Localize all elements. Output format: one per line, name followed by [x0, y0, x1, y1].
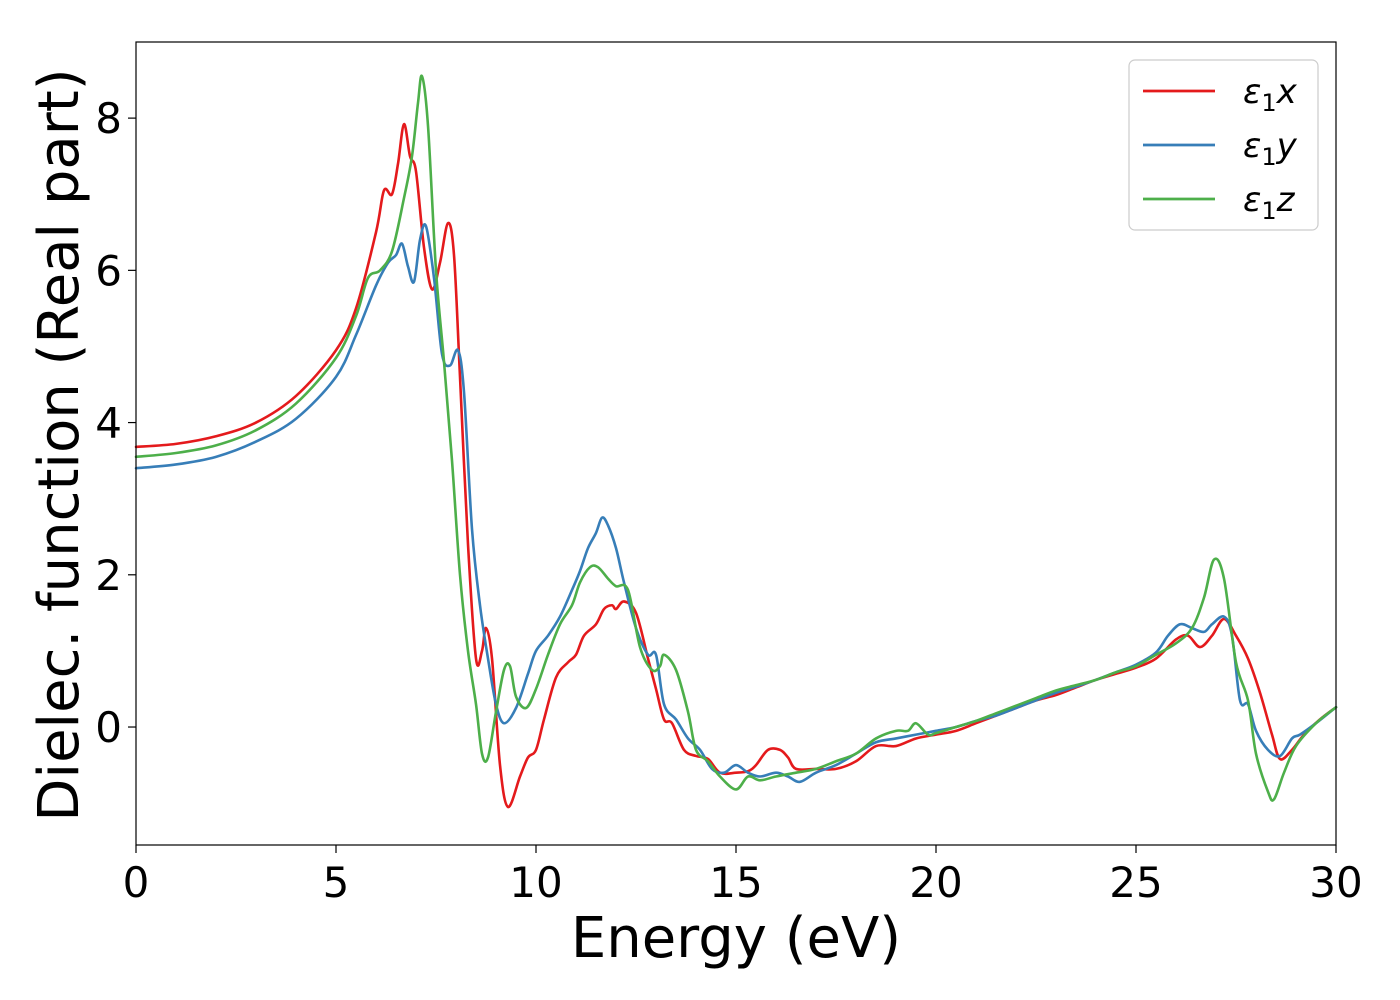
legend-label-x: ε1x [1243, 72, 1298, 117]
x-tick-label: 20 [909, 858, 962, 907]
legend-label-y: ε1y [1243, 126, 1298, 171]
legend: ε1x ε1y ε1z [1128, 59, 1319, 231]
x-tick-label: 5 [323, 858, 350, 907]
y-tick-label: 6 [95, 246, 122, 295]
legend-box [1128, 59, 1319, 231]
x-tick-label: 30 [1309, 858, 1362, 907]
series-layer [134, 74, 1338, 809]
x-tick-label: 0 [123, 858, 150, 907]
y-tick-label: 4 [95, 399, 122, 448]
series-line-z [134, 74, 1338, 802]
x-axis-title: Energy (eV) [571, 906, 901, 971]
y-axis-title: Dielec. function (Real part) [27, 68, 92, 821]
y-tick-label: 2 [95, 551, 122, 600]
y-tick-label: 0 [95, 703, 122, 752]
x-tick-label: 25 [1109, 858, 1162, 907]
y-tick-label: 8 [95, 94, 122, 143]
x-tick-label: 15 [709, 858, 762, 907]
x-tick-label: 10 [509, 858, 562, 907]
y-axis: 0 2 4 6 8 [95, 94, 136, 752]
legend-label-z: ε1z [1243, 180, 1296, 225]
series-line-x [134, 122, 1338, 809]
series-line-y [134, 223, 1338, 784]
x-axis: 0 5 10 15 20 25 30 [123, 845, 1363, 907]
